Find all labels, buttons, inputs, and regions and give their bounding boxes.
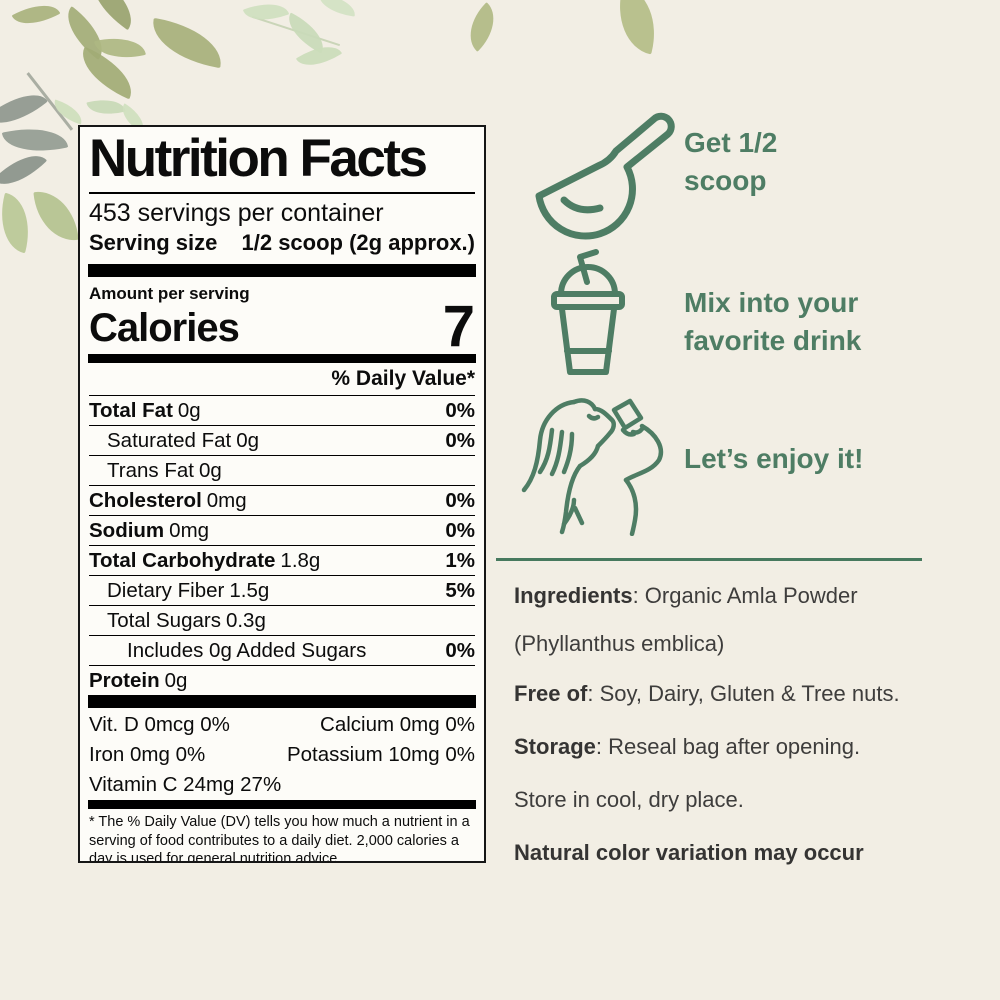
leaf-decoration [11, 0, 61, 35]
nutrient-row: Protein 0g [89, 665, 475, 695]
nutrition-facts-title: Nutrition Facts [89, 130, 475, 194]
nutrient-row: Total Carbohydrate 1.8g 1% [89, 545, 475, 575]
separator-bar [88, 800, 476, 809]
leaf-decoration [33, 188, 79, 244]
leaf-decoration [86, 93, 126, 121]
nutrient-row: Trans Fat 0g [89, 455, 475, 485]
nutrient-row: Saturated Fat 0g 0% [89, 425, 475, 455]
leaf-decoration [242, 0, 290, 29]
leaf-decoration [0, 192, 39, 254]
nutrient-row: Cholesterol 0mg 0% [89, 485, 475, 515]
nutrient-row: Includes 0g Added Sugars 0% [89, 635, 475, 665]
instruction-text-scoop: Get 1/2 scoop [684, 127, 778, 196]
drinking-person-icon [521, 398, 664, 536]
storage-text: Storage: Reseal bag after opening. [514, 734, 861, 759]
calories-label: Calories [89, 306, 240, 350]
serving-size-label: Serving size [89, 230, 218, 255]
leaf-decoration [608, 0, 666, 55]
color-variation-text: Natural color variation may occur [514, 840, 864, 865]
product-details: Ingredients: Organic Amla Powder (Phylla… [514, 572, 940, 888]
serving-size-value: 1/2 scoop (2g approx.) [241, 230, 476, 255]
amount-per-serving-label: Amount per serving [89, 284, 250, 303]
micronutrient-row: Vit. D 0mcg 0% Calcium 0mg 0% [89, 713, 475, 736]
micronutrient-row: Iron 0mg 0% Potassium 10mg 0% [89, 743, 475, 766]
instruction-text-enjoy: Let’s enjoy it! [684, 443, 864, 474]
separator-bar [88, 264, 476, 277]
leaf-decoration [457, 2, 507, 52]
leaf-decoration [50, 99, 86, 125]
leaf-decoration [147, 17, 227, 69]
store-text: Store in cool, dry place. [514, 787, 744, 812]
leaf-decoration [1, 119, 69, 161]
nutrient-row: Sodium 0mg 0% [89, 515, 475, 545]
free-of-text: Free of: Soy, Dairy, Gluten & Tree nuts. [514, 681, 900, 706]
drink-cup-icon [551, 249, 625, 375]
scoop-icon [535, 112, 675, 240]
separator-bar [88, 695, 476, 708]
daily-value-footnote: * The % Daily Value (DV) tells you how m… [89, 814, 470, 863]
leaf-decoration [316, 0, 358, 17]
nutrition-facts-panel: Nutrition Facts 453 servings per contain… [78, 125, 486, 863]
section-divider [496, 558, 922, 561]
ingredients-text: Ingredients: Organic Amla Powder (Phylla… [514, 583, 858, 656]
nutrient-row: Total Sugars 0.3g [89, 605, 475, 635]
servings-per-container: 453 servings per container [89, 199, 384, 227]
nutrient-row: Total Fat 0g 0% [89, 395, 475, 425]
leaf-decoration [0, 143, 48, 197]
calories-value: 7 [442, 294, 475, 359]
micronutrient-row: Vitamin C 24mg 27% [89, 773, 282, 796]
nutrient-row: Dietary Fiber 1.5g 5% [89, 575, 475, 605]
separator-bar [88, 354, 476, 363]
daily-value-header: % Daily Value* [331, 367, 475, 390]
instruction-text-mix: Mix into your favorite drink [684, 287, 862, 356]
